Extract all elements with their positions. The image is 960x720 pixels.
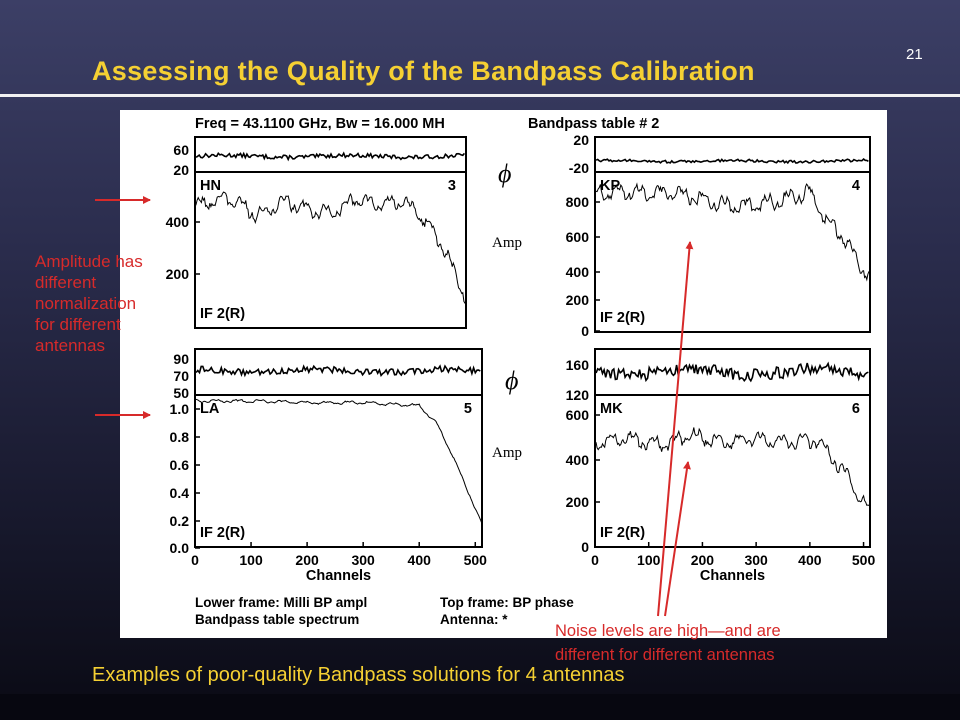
x-tick-label: 500 <box>852 552 876 568</box>
phase-tick-label: 20 <box>573 132 589 148</box>
amplitude-trace <box>594 427 871 507</box>
amplitude-annotation-line: antennas <box>35 336 105 355</box>
antenna-label: LA <box>200 401 220 417</box>
amplitude-annotation-line: Amplitude has <box>35 252 143 271</box>
amplitude-tick-label: 1.0 <box>170 401 190 417</box>
noise-annotation-line: Noise levels are high—and are <box>555 622 781 640</box>
phase-trace <box>595 361 869 383</box>
slide-title: Assessing the Quality of the Bandpass Ca… <box>92 56 755 86</box>
amplitude-tick-label: 800 <box>566 194 590 210</box>
x-tick-label: 300 <box>351 552 375 568</box>
if-label: IF 2(R) <box>200 306 245 322</box>
plot-header-table: Bandpass table # 2 <box>528 116 659 132</box>
amplitude-tick-label: 200 <box>566 494 590 510</box>
amplitude-annotation: Amplitude has different normalization fo… <box>35 251 143 356</box>
noise-annotation: Noise levels are high—and are different … <box>555 619 781 667</box>
amplitude-tick-label: 0.2 <box>170 513 190 529</box>
amplitude-tick-label: 200 <box>566 292 590 308</box>
antenna-plot-mk: 160 120 600 400 200 00 100 200 300 400 500 Channels… <box>566 348 876 584</box>
panel-number: 4 <box>852 178 860 194</box>
amplitude-tick-label: 400 <box>166 214 190 230</box>
title-divider <box>0 94 960 97</box>
bottom-band <box>0 694 960 720</box>
antenna-label: HN <box>200 178 221 194</box>
amplitude-trace <box>194 398 483 525</box>
antenna-plot-hn: 60 20 400 200 HN 3 IF 2(R) <box>166 136 467 329</box>
phase-frame <box>594 136 871 173</box>
x-tick-label: 100 <box>239 552 263 568</box>
antenna-label: MK <box>600 401 623 417</box>
antenna-label: KP <box>600 178 620 194</box>
amplitude-trace <box>194 191 467 304</box>
x-tick-label: 300 <box>744 552 768 568</box>
amplitude-tick-label: 200 <box>166 266 190 282</box>
phase-tick-label: -20 <box>569 160 589 176</box>
footer-lower-frame: Lower frame: Milli BP ampl <box>195 595 367 610</box>
amplitude-tick-label: 0.8 <box>170 429 190 445</box>
phase-tick-label: 60 <box>173 142 189 158</box>
amplitude-tick-label: 0.4 <box>170 485 190 501</box>
x-axis-label: Channels <box>700 568 765 584</box>
x-tick-label: 0 <box>591 552 599 568</box>
phase-tick-label: 90 <box>173 351 189 367</box>
amplitude-tick-label: 0.0 <box>170 540 190 556</box>
amp-label-bottom: Amp <box>492 445 522 461</box>
footer-spectrum: Bandpass table spectrum <box>195 612 359 627</box>
amplitude-frame <box>594 394 871 548</box>
phase-trace <box>595 158 869 165</box>
if-label: IF 2(R) <box>600 525 645 541</box>
phase-tick-label: 50 <box>173 385 189 401</box>
slide-number: 21 <box>906 46 923 63</box>
antenna-plot-kp: 20 -20 800 600 400 200 0 KP 4 IF 2(R) <box>566 132 871 339</box>
x-tick-label: 500 <box>464 552 488 568</box>
panel-number: 6 <box>852 401 860 417</box>
noise-annotation-line: different for different antennas <box>555 646 775 664</box>
panel-number: 5 <box>464 401 472 417</box>
phase-tick-label: 160 <box>566 357 590 373</box>
x-tick-label: 400 <box>408 552 432 568</box>
phase-tick-label: 120 <box>566 387 590 403</box>
phase-frame <box>194 348 483 396</box>
bandpass-plot-panel: Freq = 43.1100 GHz, Bw = 16.000 MH Bandp… <box>120 110 887 638</box>
amplitude-tick-label: 400 <box>566 264 590 280</box>
phase-tick-label: 70 <box>173 368 189 384</box>
slide-caption: Examples of poor-quality Bandpass soluti… <box>92 664 625 686</box>
x-tick-label: 100 <box>637 552 661 568</box>
amplitude-frame <box>594 171 871 333</box>
if-label: IF 2(R) <box>200 525 245 541</box>
amplitude-tick-label: 0.6 <box>170 457 190 473</box>
phase-trace <box>195 151 466 162</box>
footer-antenna: Antenna: * <box>440 612 508 627</box>
amplitude-annotation-line: normalization <box>35 294 137 313</box>
footer-top-frame: Top frame: BP phase <box>440 595 574 610</box>
bandpass-plots: Freq = 43.1100 GHz, Bw = 16.000 MH Bandp… <box>166 116 876 627</box>
amplitude-tick-label: 0 <box>581 539 589 555</box>
x-axis-label: Channels <box>306 568 371 584</box>
plot-header-freq: Freq = 43.1100 GHz, Bw = 16.000 MH <box>195 116 445 132</box>
amplitude-annotation-line: for different <box>35 315 121 334</box>
x-tick-label: 200 <box>295 552 319 568</box>
amplitude-frame <box>194 171 467 329</box>
phase-trace <box>195 364 481 378</box>
phi-symbol-bottom: ϕ <box>505 366 518 395</box>
amplitude-frame <box>194 394 483 548</box>
phi-symbol-top: ϕ <box>498 159 511 188</box>
panel-number: 3 <box>448 178 456 194</box>
amplitude-annotation-line: different <box>35 273 97 292</box>
x-tick-label: 0 <box>191 552 199 568</box>
amplitude-tick-label: 0 <box>581 323 589 339</box>
x-tick-label: 200 <box>691 552 715 568</box>
amplitude-tick-label: 600 <box>566 407 590 423</box>
if-label: IF 2(R) <box>600 310 645 326</box>
phase-tick-label: 20 <box>173 162 189 178</box>
amp-label-top: Amp <box>492 235 522 251</box>
amplitude-trace <box>594 182 871 282</box>
x-tick-label: 400 <box>798 552 822 568</box>
amplitude-tick-label: 600 <box>566 229 590 245</box>
amplitude-tick-label: 400 <box>566 452 590 468</box>
